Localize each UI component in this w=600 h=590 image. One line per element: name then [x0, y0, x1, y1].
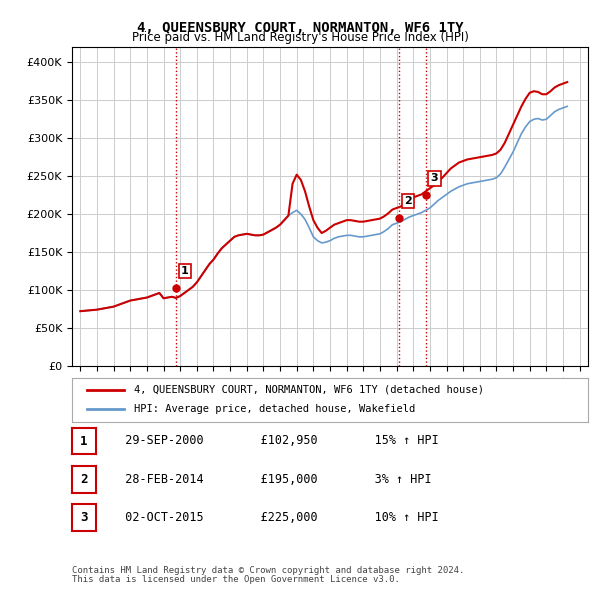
Text: 4, QUEENSBURY COURT, NORMANTON, WF6 1TY (detached house): 4, QUEENSBURY COURT, NORMANTON, WF6 1TY …	[134, 385, 484, 395]
Text: Price paid vs. HM Land Registry's House Price Index (HPI): Price paid vs. HM Land Registry's House …	[131, 31, 469, 44]
Text: 4, QUEENSBURY COURT, NORMANTON, WF6 1TY: 4, QUEENSBURY COURT, NORMANTON, WF6 1TY	[137, 21, 463, 35]
Text: Contains HM Land Registry data © Crown copyright and database right 2024.: Contains HM Land Registry data © Crown c…	[72, 566, 464, 575]
Text: 2: 2	[404, 196, 412, 206]
Text: This data is licensed under the Open Government Licence v3.0.: This data is licensed under the Open Gov…	[72, 575, 400, 584]
Text: 1: 1	[181, 266, 189, 276]
Text: 28-FEB-2014        £195,000        3% ↑ HPI: 28-FEB-2014 £195,000 3% ↑ HPI	[111, 473, 431, 486]
Text: 1: 1	[80, 434, 88, 448]
Text: HPI: Average price, detached house, Wakefield: HPI: Average price, detached house, Wake…	[134, 405, 415, 414]
Text: 3: 3	[80, 511, 88, 525]
Text: 3: 3	[431, 173, 439, 183]
Text: 29-SEP-2000        £102,950        15% ↑ HPI: 29-SEP-2000 £102,950 15% ↑ HPI	[111, 434, 439, 447]
Text: 02-OCT-2015        £225,000        10% ↑ HPI: 02-OCT-2015 £225,000 10% ↑ HPI	[111, 511, 439, 524]
Text: 2: 2	[80, 473, 88, 486]
